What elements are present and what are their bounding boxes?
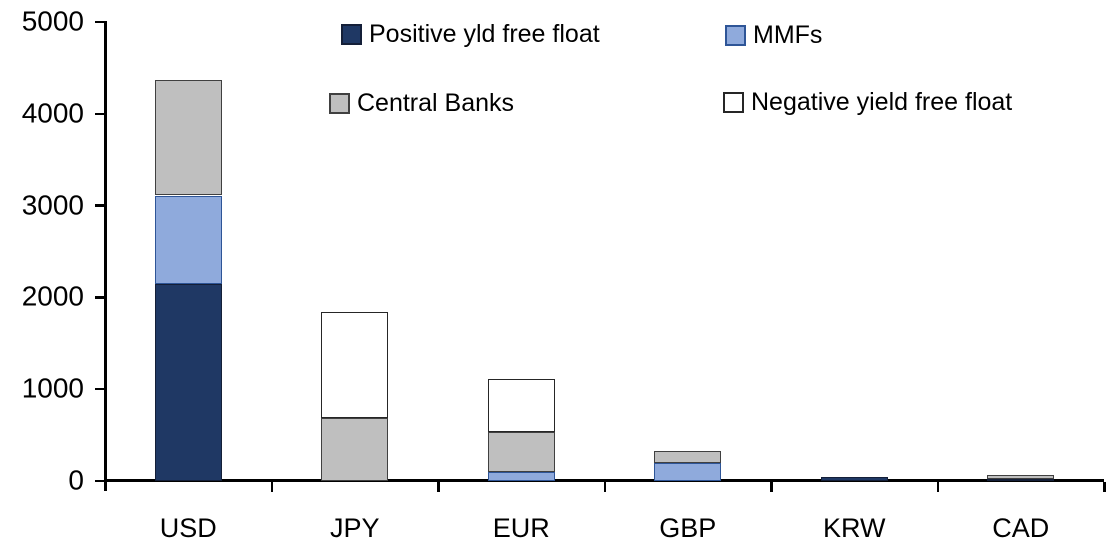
bar-segment-jpy-s2 [321,417,389,481]
legend-item-central-banks: Central Banks [329,89,514,118]
y-tick-label: 5000 [21,5,84,37]
bar-segment-krw-s0 [820,477,888,481]
y-tick [95,296,105,299]
x-tick [437,482,440,492]
legend-label: MMFs [753,21,823,49]
bar-segment-cad-s2 [987,475,1055,479]
legend-swatch-central-banks [329,93,350,114]
category-label-krw: KRW [822,513,886,543]
legend-label: Negative yield free float [751,88,1013,116]
y-tick-label: 2000 [21,280,84,312]
y-tick [95,204,105,207]
category-label-cad: CAD [992,513,1050,543]
y-tick [95,112,105,116]
x-tick [270,482,273,492]
bar-segment-eur-s1 [487,471,555,481]
bar-segment-jpy-s3 [321,312,389,418]
bar-segment-eur-s3 [487,379,555,433]
y-tick-label: 3000 [21,188,84,220]
bar-segment-usd-s0 [154,283,222,481]
x-tick [1103,482,1106,492]
y-tick-label: 0 [68,464,84,496]
y-tick-label: 1000 [21,372,84,404]
x-axis-line [105,479,1104,482]
legend-item-positive-yld-free-float: Positive yld free float [341,20,600,49]
category-label-jpy: JPY [329,513,380,543]
bar-segment-gbp-s1 [654,462,722,481]
x-tick [936,482,939,492]
legend-label: Central Banks [357,89,515,117]
legend-swatch-mmfs [725,25,746,46]
x-tick [603,482,606,492]
category-label-usd: USD [159,513,217,543]
y-tick [95,479,105,483]
bar-segment-usd-s1 [154,195,222,284]
legend-item-mmfs: MMFs [725,21,822,50]
y-axis-line [104,21,107,491]
x-tick [770,482,773,492]
bar-segment-gbp-s2 [654,451,722,463]
bar-segment-cad-s0 [987,478,1055,481]
legend-item-negative-yield-free-float: Negative yield free float [723,88,1012,117]
y-tick [95,20,105,24]
y-tick-label: 4000 [21,97,84,129]
bar-segment-eur-s2 [487,432,555,472]
category-label-eur: EUR [492,513,550,543]
legend-label: Positive yld free float [369,20,600,48]
category-label-gbp: GBP [659,513,717,543]
bar-segment-usd-s2 [154,79,222,196]
y-tick [95,387,105,391]
legend-swatch-positive-yld-free-float [341,24,362,45]
legend-swatch-negative-yield-free-float [723,92,744,113]
